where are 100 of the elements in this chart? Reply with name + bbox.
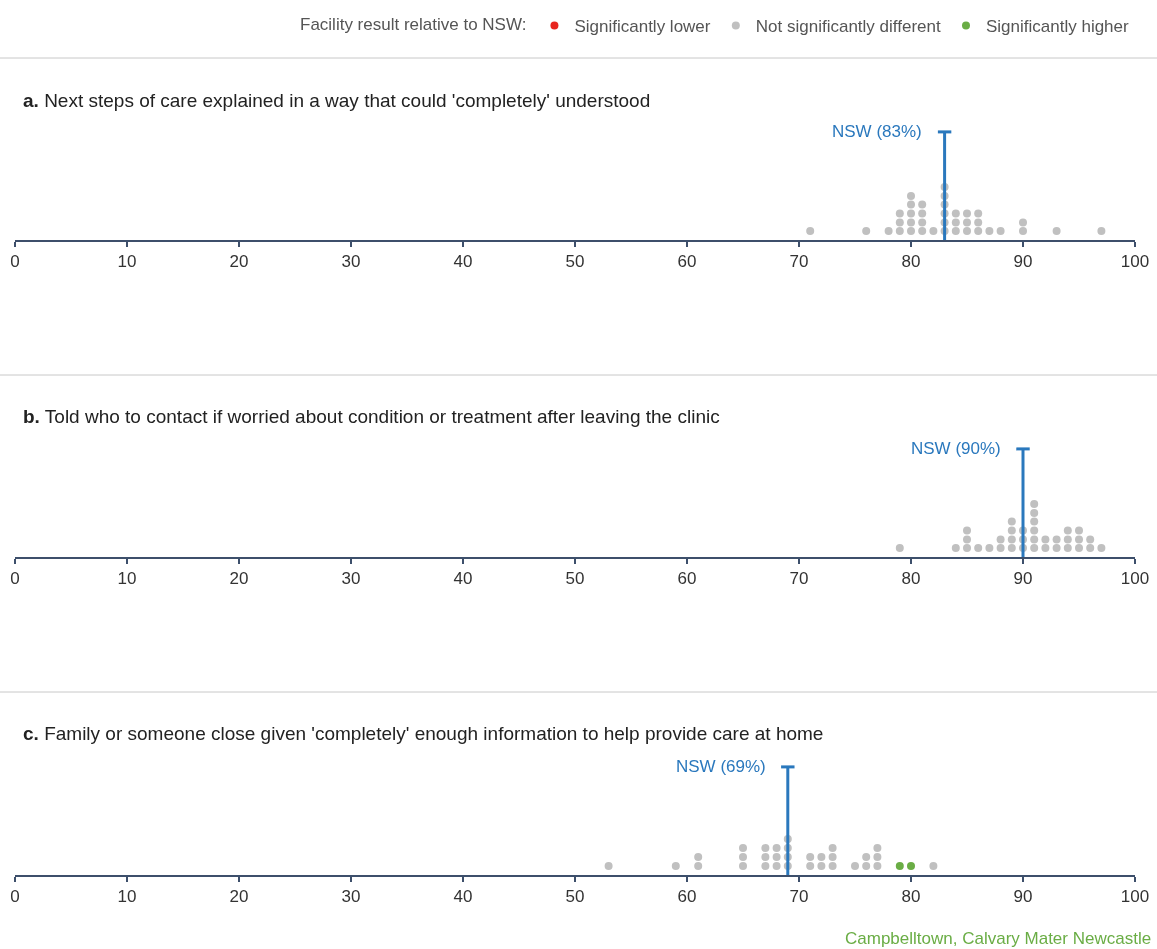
point <box>974 227 983 235</box>
point <box>694 853 703 861</box>
point <box>1041 535 1050 544</box>
point <box>996 535 1005 544</box>
x-tick-label: 10 <box>117 569 137 589</box>
x-tick-label: 0 <box>10 887 20 907</box>
point <box>963 209 971 218</box>
x-tick-label: 80 <box>901 569 921 589</box>
point <box>996 544 1005 552</box>
point <box>996 227 1005 235</box>
point <box>772 844 781 852</box>
point <box>1030 509 1039 518</box>
x-tick-label: 90 <box>1013 887 1033 907</box>
point <box>907 192 915 201</box>
point <box>862 227 871 235</box>
x-tick-label: 40 <box>453 252 473 272</box>
point <box>1052 544 1061 552</box>
legend-title: Facility result relative to NSW: <box>300 15 527 35</box>
point <box>1075 544 1083 552</box>
point <box>918 218 927 227</box>
x-tick-label: 10 <box>117 887 137 907</box>
x-tick-label: 90 <box>1013 252 1033 272</box>
point <box>929 227 938 235</box>
point <box>951 227 960 235</box>
x-tick-label: 50 <box>565 887 585 907</box>
chart-title: c. Family or someone close given 'completely' enough information to help provide care at home <box>23 723 824 744</box>
point <box>918 227 927 235</box>
x-tick-label: 70 <box>789 252 809 272</box>
point <box>1052 227 1061 235</box>
point <box>1086 544 1095 552</box>
point <box>1030 544 1039 552</box>
point <box>963 227 971 235</box>
x-tick-label: 30 <box>341 569 361 589</box>
point <box>862 853 871 861</box>
x-tick-label: 20 <box>229 569 249 589</box>
point <box>761 844 770 852</box>
point <box>1007 517 1016 526</box>
point <box>974 544 983 552</box>
x-tick-label: 90 <box>1013 569 1033 589</box>
point <box>895 218 904 227</box>
point <box>739 844 747 852</box>
x-tick-label: 60 <box>677 252 697 272</box>
point <box>895 544 904 552</box>
point <box>907 200 915 209</box>
point <box>1030 526 1039 535</box>
x-tick-label: 100 <box>1120 252 1150 272</box>
point <box>1086 535 1095 544</box>
point <box>1075 526 1083 535</box>
ref-line-label: NSW (90%) <box>911 439 1001 458</box>
point <box>761 853 770 861</box>
point <box>873 844 882 852</box>
chart-title: b. Told who to contact if worried about condition or treatment after leaving the clinic <box>23 406 720 427</box>
x-tick-label: 10 <box>117 252 137 272</box>
point <box>1030 500 1039 509</box>
x-tick-label: 80 <box>901 887 921 907</box>
x-tick-label: 100 <box>1120 887 1150 907</box>
point <box>1063 544 1072 552</box>
point <box>963 544 971 552</box>
point <box>1097 227 1106 235</box>
point <box>929 862 938 870</box>
point <box>1075 535 1083 544</box>
point <box>1097 544 1106 552</box>
point <box>604 862 613 870</box>
x-tick-label: 60 <box>677 569 697 589</box>
point <box>963 218 971 227</box>
x-tick-label: 60 <box>677 887 697 907</box>
point <box>1063 535 1072 544</box>
point <box>1007 535 1016 544</box>
x-tick-label: 40 <box>453 887 473 907</box>
ref-line-label: NSW (69%) <box>676 757 766 776</box>
x-tick-label: 30 <box>341 252 361 272</box>
point <box>951 209 960 218</box>
point <box>918 200 927 209</box>
point <box>806 227 815 235</box>
x-tick-label: 40 <box>453 569 473 589</box>
legend-label: Not significantly different <box>755 17 941 37</box>
point <box>907 209 915 218</box>
legend-label: Significantly higher <box>985 17 1130 37</box>
x-tick-label: 50 <box>565 252 585 272</box>
chart-title: a. Next steps of care explained in a way that could 'completely' understood <box>23 90 651 111</box>
point <box>873 862 882 870</box>
x-tick-label: 20 <box>229 252 249 272</box>
point <box>1019 218 1027 227</box>
point <box>974 209 983 218</box>
point <box>806 862 815 870</box>
point <box>1052 535 1061 544</box>
point <box>671 862 680 870</box>
point <box>951 218 960 227</box>
point <box>817 862 826 870</box>
ref-line-label: NSW (83%) <box>832 122 922 141</box>
point <box>963 535 971 544</box>
point <box>951 544 960 552</box>
point <box>1041 544 1050 552</box>
point <box>895 862 904 870</box>
text: Campbelltown, Calvary Mater Newcastle <box>845 929 1152 948</box>
point <box>884 227 893 235</box>
point <box>873 853 882 861</box>
point <box>1063 526 1072 535</box>
point <box>1007 544 1016 552</box>
point <box>985 544 994 552</box>
